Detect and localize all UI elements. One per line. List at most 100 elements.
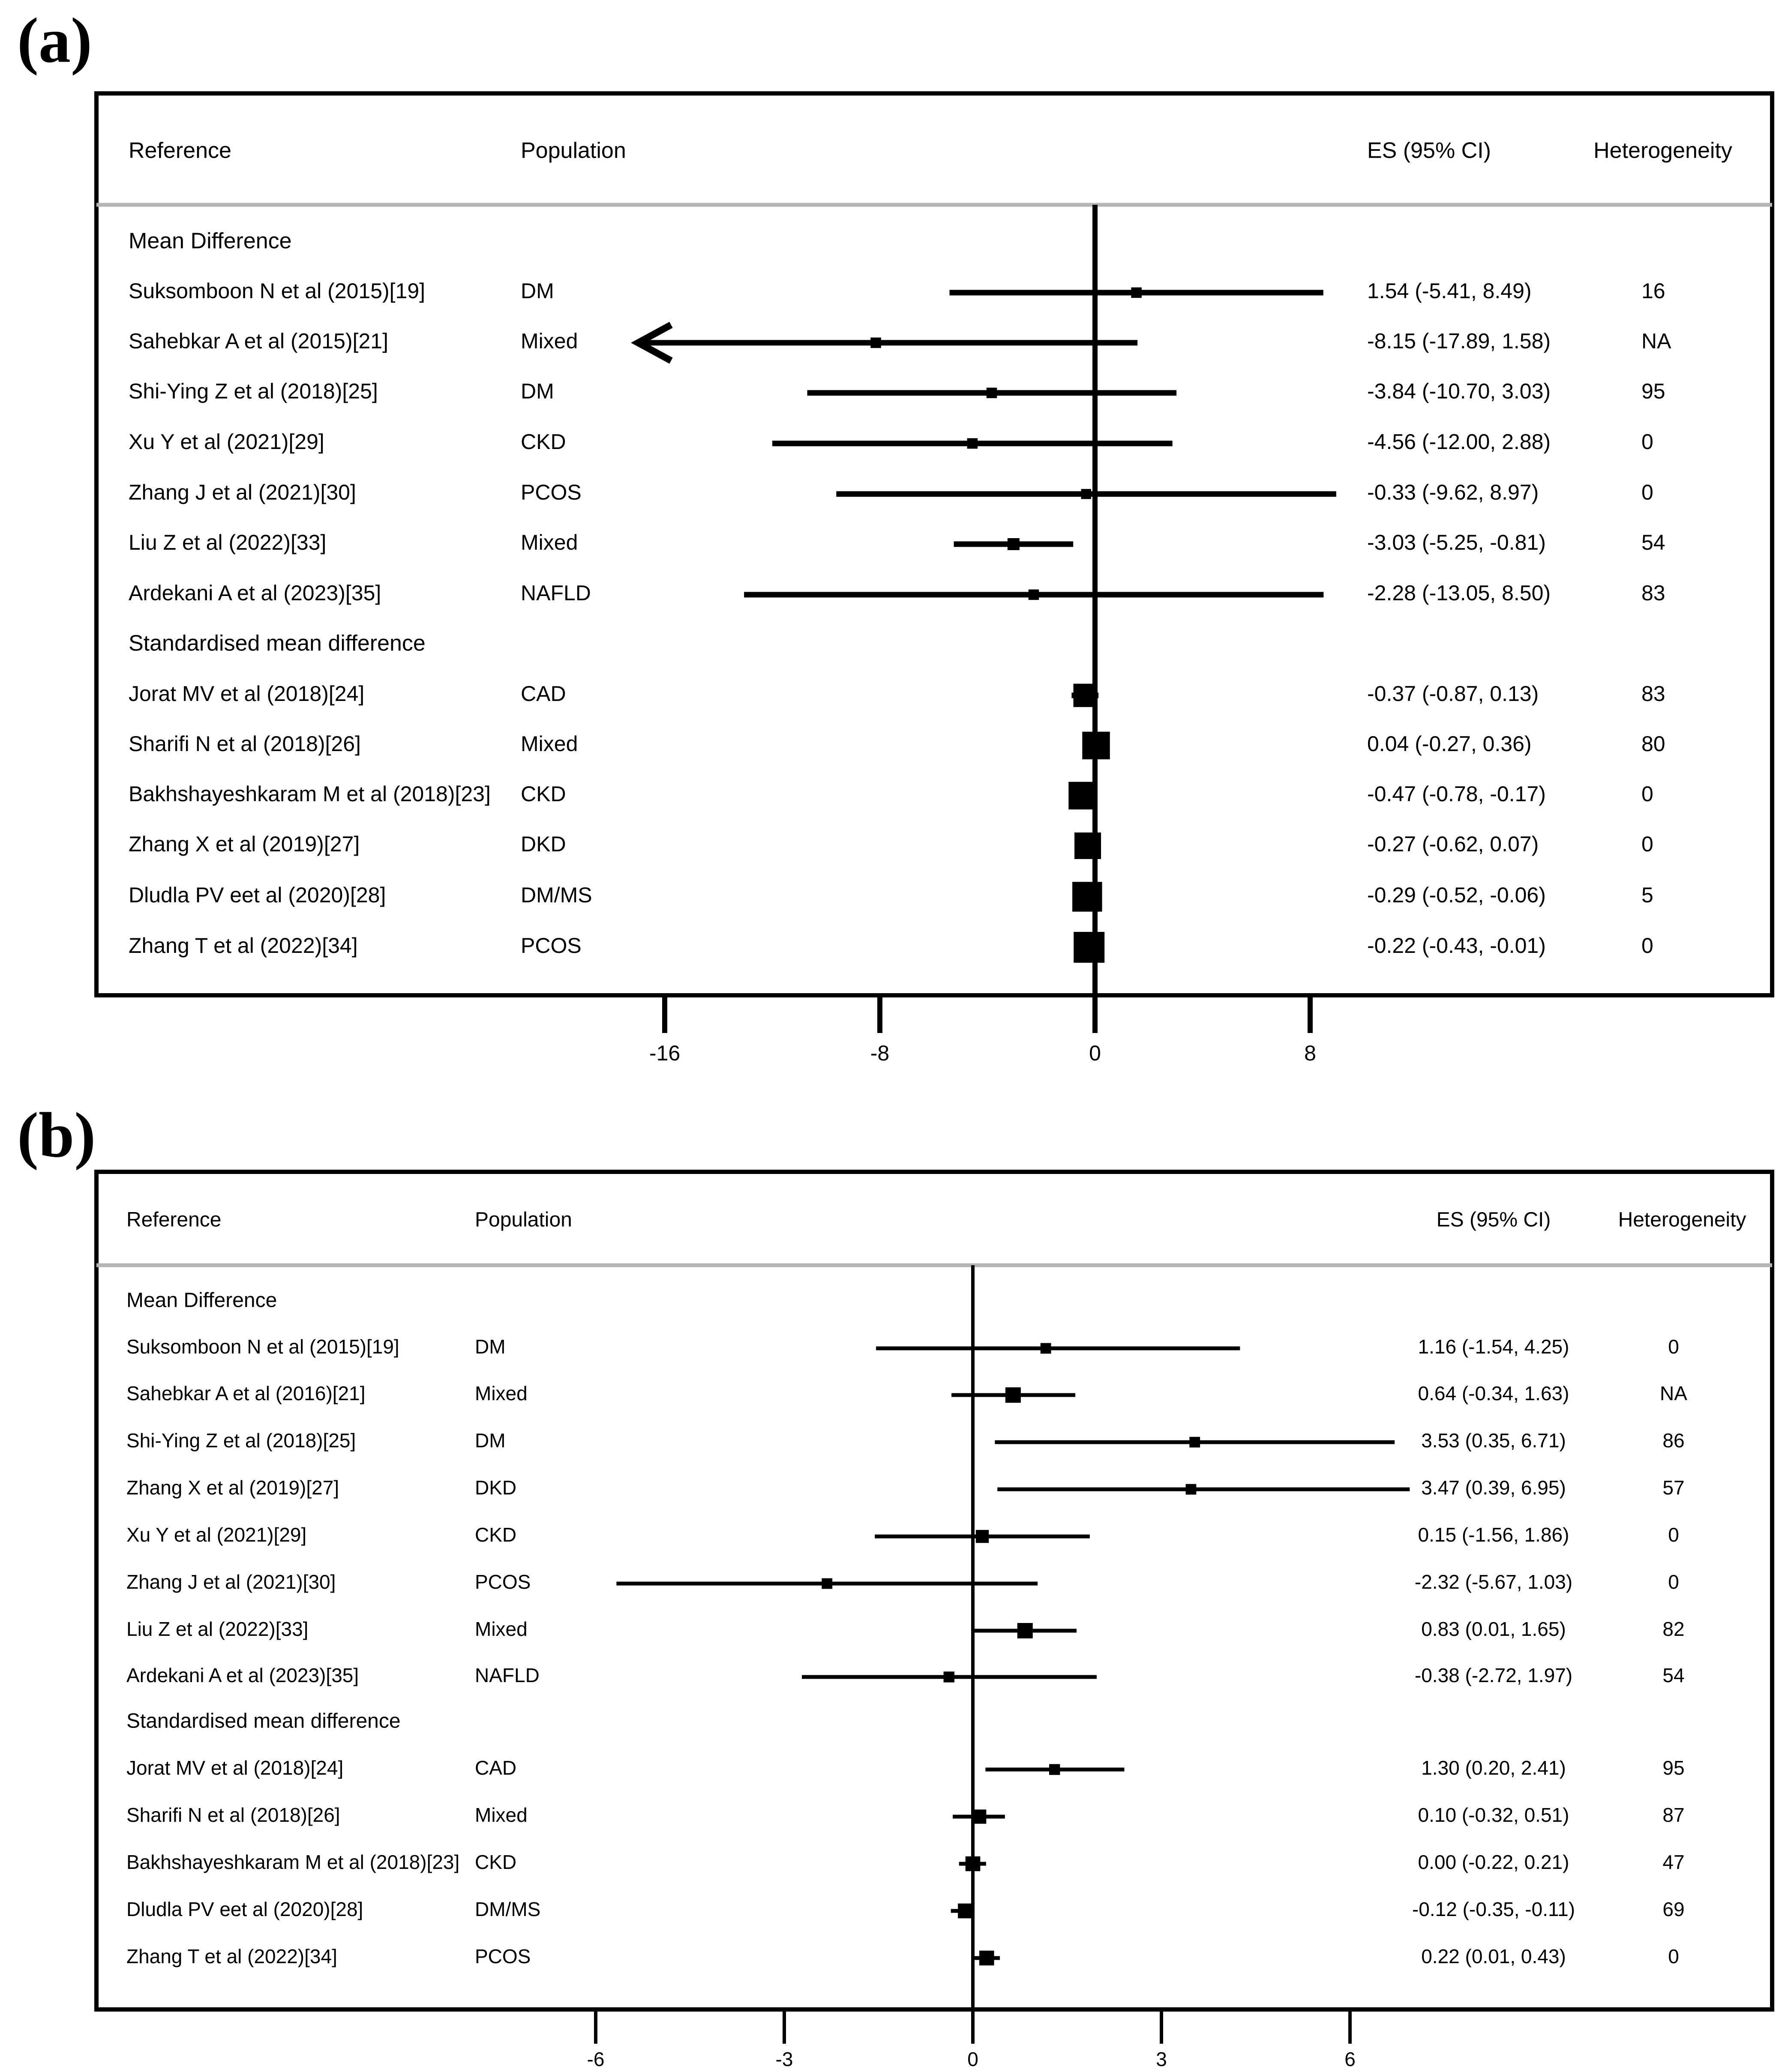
row-es-ci: -0.29 (-0.52, -0.06) bbox=[1367, 883, 1546, 907]
row-population: PCOS bbox=[475, 1571, 531, 1593]
row-es-ci: 0.83 (0.01, 1.65) bbox=[1421, 1618, 1566, 1640]
table-row: Ardekani A et al (2023)[35] NAFLD -2.28 (-… bbox=[129, 581, 1665, 605]
group-title: Mean Difference bbox=[126, 1289, 277, 1312]
header-es-ci: ES (95% CI) bbox=[1437, 1209, 1551, 1231]
row-es-ci: 0.64 (-0.34, 1.63) bbox=[1418, 1382, 1569, 1404]
header-heterogeneity: Heterogeneity bbox=[1593, 138, 1732, 163]
row-es-ci: 1.16 (-1.54, 4.25) bbox=[1418, 1335, 1569, 1358]
point-estimate-marker bbox=[1005, 1387, 1021, 1403]
row-reference: Sahebkar A et al (2015)[21] bbox=[129, 329, 388, 353]
table-row: Sharifi N et al (2018)[26] Mixed 0.10 (-0.… bbox=[126, 1804, 1685, 1826]
header-population: Population bbox=[521, 138, 626, 163]
row-population: CKD bbox=[475, 1851, 516, 1873]
row-heterogeneity: NA bbox=[1641, 329, 1671, 353]
row-reference: Suksomboon N et al (2015)[19] bbox=[126, 1335, 399, 1358]
table-row: Bakhshayeshkaram M et al (2018)[23] CKD -0… bbox=[129, 781, 1653, 810]
point-estimate-marker bbox=[958, 1903, 973, 1919]
x-tick-label: -8 bbox=[870, 1041, 889, 1065]
plot-frame bbox=[94, 1170, 1774, 2012]
row-population: CAD bbox=[521, 682, 566, 706]
point-estimate-marker bbox=[1028, 589, 1039, 600]
row-heterogeneity: 0 bbox=[1668, 1571, 1679, 1593]
row-es-ci: -0.47 (-0.78, -0.17) bbox=[1367, 782, 1546, 806]
row-heterogeneity: 0 bbox=[1668, 1524, 1679, 1546]
point-estimate-marker bbox=[1068, 781, 1096, 810]
table-row: Bakhshayeshkaram M et al (2018)[23] CKD 0.… bbox=[126, 1851, 1685, 1873]
point-estimate-marker bbox=[986, 387, 997, 398]
row-reference: Ardekani A et al (2023)[35] bbox=[129, 581, 381, 605]
row-es-ci: -0.38 (-2.72, 1.97) bbox=[1415, 1664, 1572, 1686]
table-row: Liu Z et al (2022)[33] Mixed 0.83 (0.01, 1… bbox=[126, 1618, 1685, 1640]
x-tick-label: 3 bbox=[1156, 2048, 1167, 2070]
row-es-ci: -2.28 (-13.05, 8.50) bbox=[1367, 581, 1551, 605]
row-reference: Liu Z et al (2022)[33] bbox=[129, 530, 326, 554]
row-heterogeneity: 0 bbox=[1668, 1335, 1679, 1358]
group-title: Standardised mean difference bbox=[129, 631, 426, 656]
row-reference: Zhang T et al (2022)[34] bbox=[126, 1945, 337, 1967]
row-population: DM/MS bbox=[475, 1898, 540, 1920]
row-heterogeneity: 0 bbox=[1641, 430, 1653, 454]
row-heterogeneity: 0 bbox=[1641, 480, 1653, 504]
group-title: Mean Difference bbox=[129, 229, 292, 254]
x-tick-label: 0 bbox=[1089, 1041, 1101, 1065]
x-tick-label: -6 bbox=[587, 2048, 605, 2070]
row-es-ci: -0.27 (-0.62, 0.07) bbox=[1367, 832, 1539, 856]
header-population: Population bbox=[475, 1209, 572, 1231]
point-estimate-marker bbox=[1073, 683, 1097, 707]
row-es-ci: -0.22 (-0.43, -0.01) bbox=[1367, 934, 1546, 958]
point-estimate-marker bbox=[1189, 1437, 1200, 1448]
row-heterogeneity: 47 bbox=[1662, 1851, 1684, 1873]
row-heterogeneity: 16 bbox=[1641, 279, 1665, 303]
table-row: Jorat MV et al (2018)[24] CAD -0.37 (-0.87… bbox=[129, 682, 1665, 707]
row-population: DM bbox=[521, 379, 554, 403]
point-estimate-marker bbox=[972, 1809, 987, 1824]
point-estimate-marker bbox=[1131, 287, 1142, 298]
row-heterogeneity: 57 bbox=[1662, 1476, 1684, 1499]
table-row: Zhang T et al (2022)[34] PCOS -0.22 (-0.43… bbox=[129, 932, 1653, 963]
row-reference: Shi-Ying Z et al (2018)[25] bbox=[129, 379, 378, 403]
forest-panel-b: (b) Reference Population ES (95% CI) Heterog… bbox=[17, 1099, 1774, 2070]
table-row: Zhang X et al (2019)[27] DKD 3.47 (0.39, 6… bbox=[126, 1476, 1685, 1499]
row-heterogeneity: 82 bbox=[1662, 1618, 1684, 1640]
row-population: Mixed bbox=[521, 732, 578, 756]
row-es-ci: 0.04 (-0.27, 0.36) bbox=[1367, 732, 1532, 756]
row-reference: Jorat MV et al (2018)[24] bbox=[126, 1757, 343, 1779]
row-population: Mixed bbox=[521, 530, 578, 554]
row-heterogeneity: 54 bbox=[1641, 530, 1665, 554]
row-reference: Dludla PV eet al (2020)[28] bbox=[129, 883, 386, 907]
row-es-ci: 1.30 (0.20, 2.41) bbox=[1421, 1757, 1566, 1779]
table-row: Xu Y et al (2021)[29] CKD -4.56 (-12.00, 2… bbox=[129, 430, 1653, 454]
x-tick-label: -3 bbox=[776, 2048, 793, 2070]
row-es-ci: -0.12 (-0.35, -0.11) bbox=[1412, 1898, 1575, 1920]
table-row: Jorat MV et al (2018)[24] CAD 1.30 (0.20, … bbox=[126, 1757, 1685, 1779]
point-estimate-marker bbox=[1081, 489, 1092, 499]
header-reference: Reference bbox=[129, 138, 231, 163]
point-estimate-marker bbox=[965, 1856, 981, 1871]
row-reference: Zhang X et al (2019)[27] bbox=[126, 1476, 339, 1499]
header-es-ci: ES (95% CI) bbox=[1367, 138, 1491, 163]
table-row: Dludla PV eet al (2020)[28] DM/MS -0.12 (-… bbox=[126, 1898, 1685, 1920]
row-heterogeneity: 86 bbox=[1662, 1429, 1684, 1452]
row-heterogeneity: 69 bbox=[1662, 1898, 1684, 1920]
row-reference: Suksomboon N et al (2015)[19] bbox=[129, 279, 425, 303]
row-population: Mixed bbox=[475, 1618, 528, 1640]
row-es-ci: -4.56 (-12.00, 2.88) bbox=[1367, 430, 1551, 454]
header-reference: Reference bbox=[126, 1209, 221, 1231]
table-row: Dludla PV eet al (2020)[28] DM/MS -0.29 (-… bbox=[129, 882, 1653, 912]
table-row: Ardekani A et al (2023)[35] NAFLD -0.38 (-… bbox=[126, 1664, 1685, 1686]
row-reference: Sahebkar A et al (2016)[21] bbox=[126, 1382, 366, 1404]
x-tick-label: -16 bbox=[649, 1041, 680, 1065]
x-tick-label: 0 bbox=[967, 2048, 978, 2070]
row-es-ci: 0.00 (-0.22, 0.21) bbox=[1418, 1851, 1569, 1873]
row-population: CKD bbox=[521, 430, 566, 454]
point-estimate-marker bbox=[1185, 1484, 1197, 1495]
header-heterogeneity: Heterogeneity bbox=[1618, 1209, 1746, 1231]
point-estimate-marker bbox=[1017, 1623, 1033, 1638]
row-es-ci: 3.47 (0.39, 6.95) bbox=[1421, 1476, 1566, 1499]
row-es-ci: -8.15 (-17.89, 1.58) bbox=[1367, 329, 1551, 353]
row-reference: Bakhshayeshkaram M et al (2018)[23] bbox=[129, 782, 491, 806]
row-heterogeneity: NA bbox=[1660, 1382, 1687, 1404]
row-reference: Zhang J et al (2021)[30] bbox=[126, 1571, 336, 1593]
row-heterogeneity: 5 bbox=[1641, 883, 1653, 907]
